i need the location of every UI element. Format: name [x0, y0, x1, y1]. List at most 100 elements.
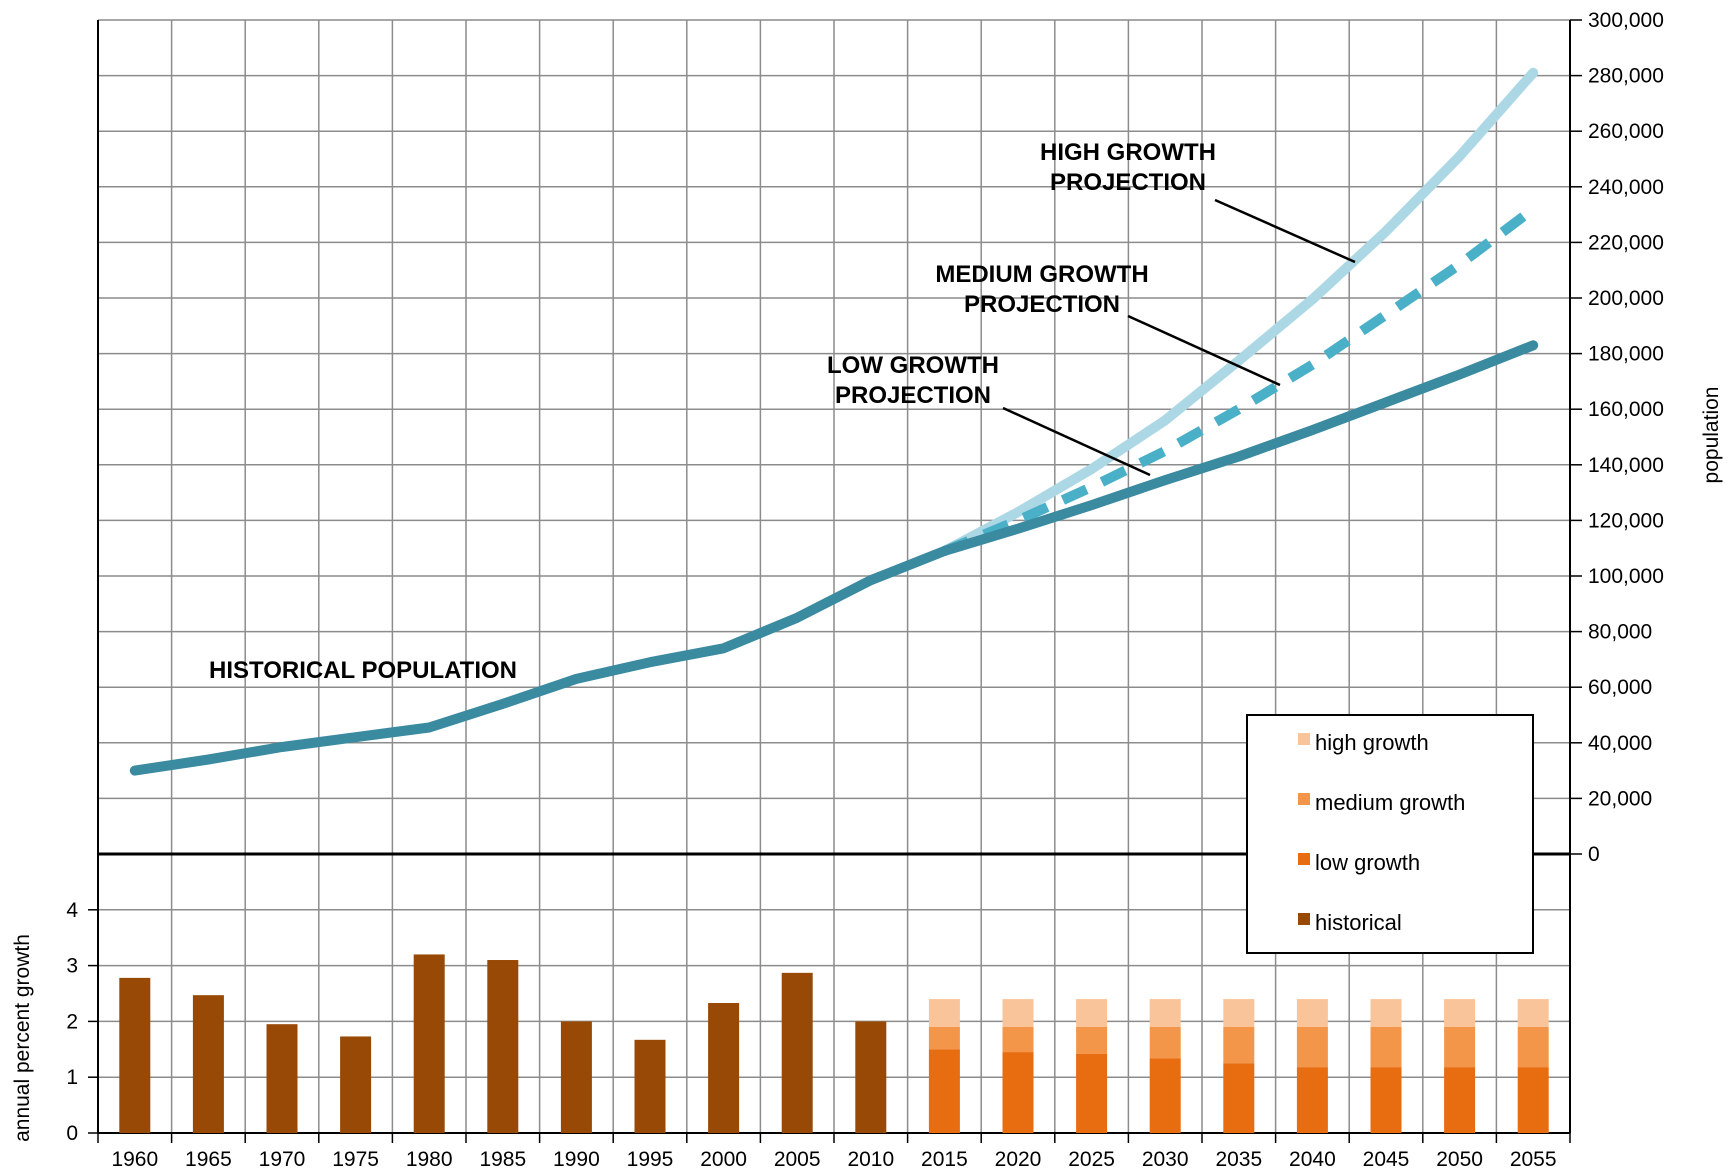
x-tick-label: 2010	[847, 1148, 894, 1171]
y-tick-label-population: 240,000	[1588, 176, 1664, 199]
y-tick-label-population: 260,000	[1588, 120, 1664, 143]
grid-lines	[98, 19, 1570, 1133]
x-tick-label: 1965	[185, 1148, 232, 1171]
bar-historical	[487, 960, 519, 1133]
line-high-growth	[939, 67, 1539, 556]
bar-high-growth	[1296, 999, 1328, 1027]
bar-medium-growth	[928, 1026, 960, 1050]
bar-high-growth	[1223, 999, 1255, 1027]
y-tick-label-growth: 2	[66, 1010, 78, 1033]
annotation-line: PROJECTION	[835, 382, 991, 409]
bar-low-growth	[1517, 1067, 1549, 1133]
line-low-growth	[939, 340, 1539, 556]
y-tick-label-population: 220,000	[1588, 231, 1664, 254]
y-tick-label-population: 280,000	[1588, 65, 1664, 88]
legend-item-high-growth-swatch	[1298, 733, 1310, 745]
bar-low-growth	[1223, 1063, 1255, 1133]
y-tick-label-population: 300,000	[1588, 9, 1664, 32]
x-tick-label: 1960	[111, 1148, 158, 1171]
bar-historical	[708, 1002, 740, 1133]
bar-medium-growth	[1149, 1026, 1181, 1059]
x-tick-label: 1980	[406, 1148, 453, 1171]
y-tick-label-population: 200,000	[1588, 287, 1664, 310]
leader-line-low-growth	[1002, 406, 1151, 477]
y-tick-label-population: 40,000	[1588, 732, 1652, 755]
x-tick-label: 2035	[1215, 1148, 1262, 1171]
legend-item-high-growth-label: high growth	[1315, 730, 1429, 755]
bar-low-growth	[1370, 1067, 1402, 1133]
growth-bars	[119, 954, 1549, 1133]
bar-medium-growth	[1517, 1026, 1549, 1068]
annotation-low-growth: LOW GROWTH PROJECTION	[827, 352, 999, 409]
legend-item-low-growth-label: low growth	[1315, 850, 1420, 875]
x-tick-label: 1995	[627, 1148, 674, 1171]
legend-item-historical-label: historical	[1315, 910, 1402, 935]
bar-historical	[192, 995, 224, 1133]
y-tick-label-growth: 3	[66, 955, 78, 978]
annotation-medium-growth: MEDIUM GROWTH PROJECTION	[935, 261, 1148, 318]
bar-low-growth	[1076, 1053, 1108, 1133]
y-tick-label-growth: 4	[66, 899, 78, 922]
x-tick-label: 2000	[700, 1148, 747, 1171]
annotations: HISTORICAL POPULATION LOW GROWTH PROJECTIO…	[209, 139, 1216, 684]
y-tick-label-population: 160,000	[1588, 398, 1664, 421]
annotation-line: LOW GROWTH	[827, 352, 999, 379]
x-tick-label: 2040	[1289, 1148, 1336, 1171]
legend-item-medium-growth-swatch	[1298, 793, 1310, 805]
bar-historical	[413, 954, 445, 1133]
bar-historical	[855, 1021, 887, 1133]
line-medium-growth	[942, 205, 1537, 556]
y-axis-title-annual-growth: annual percent growth	[11, 934, 34, 1142]
bar-high-growth	[1002, 999, 1034, 1027]
bar-historical	[119, 977, 151, 1133]
bar-low-growth	[1444, 1067, 1476, 1133]
x-tick-label: 2015	[921, 1148, 968, 1171]
bar-medium-growth	[1444, 1026, 1476, 1068]
bar-historical	[560, 1021, 592, 1133]
bar-low-growth	[1149, 1058, 1181, 1133]
bar-historical	[781, 972, 813, 1133]
leader-line-medium-growth	[1127, 314, 1281, 387]
tick-labels: 0 20,000 40,000 60,000 80,000 100,000 120,000 1…	[66, 9, 1664, 1171]
annotation-line: HIGH GROWTH	[1040, 139, 1216, 166]
bar-high-growth	[1444, 999, 1476, 1027]
bar-medium-growth	[1002, 1026, 1034, 1053]
annotation-line: PROJECTION	[964, 291, 1120, 318]
y-tick-label-population: 100,000	[1588, 565, 1664, 588]
x-tick-label: 2005	[774, 1148, 821, 1171]
x-tick-label: 2055	[1510, 1148, 1557, 1171]
bar-low-growth	[1002, 1052, 1034, 1133]
legend-item-historical-swatch	[1298, 913, 1310, 925]
bar-high-growth	[928, 999, 960, 1027]
bar-high-growth	[1149, 999, 1181, 1027]
x-tick-label: 2025	[1068, 1148, 1115, 1171]
annotation-high-growth: HIGH GROWTH PROJECTION	[1040, 139, 1216, 196]
x-tick-label: 1985	[479, 1148, 526, 1171]
x-tick-label: 2020	[995, 1148, 1042, 1171]
annotation-historical-population: HISTORICAL POPULATION	[209, 657, 517, 684]
bar-historical	[266, 1024, 298, 1133]
annotation-leader-lines	[1002, 198, 1356, 477]
y-tick-label-growth: 1	[66, 1066, 78, 1089]
bar-medium-growth	[1296, 1026, 1328, 1068]
y-tick-label-population: 0	[1588, 843, 1600, 866]
bar-medium-growth	[1370, 1026, 1402, 1068]
y-tick-label-population: 60,000	[1588, 676, 1652, 699]
x-tick-label: 1990	[553, 1148, 600, 1171]
y-tick-label-population: 140,000	[1588, 454, 1664, 477]
legend: high growth medium growth low growth histor…	[1246, 714, 1534, 954]
annotation-line: HISTORICAL POPULATION	[209, 657, 517, 684]
bar-medium-growth	[1076, 1026, 1108, 1054]
bar-high-growth	[1517, 999, 1549, 1027]
y-tick-label-population: 180,000	[1588, 343, 1664, 366]
bar-historical	[340, 1036, 372, 1133]
legend-item-low-growth-swatch	[1298, 853, 1310, 865]
bar-medium-growth	[1223, 1026, 1255, 1064]
y-tick-label-population: 20,000	[1588, 787, 1652, 810]
population-lines	[129, 67, 1539, 776]
annotation-line: MEDIUM GROWTH	[935, 261, 1148, 288]
plot-frame	[88, 19, 1582, 1143]
leader-line-high-growth	[1214, 198, 1356, 264]
legend-box	[1246, 714, 1534, 954]
